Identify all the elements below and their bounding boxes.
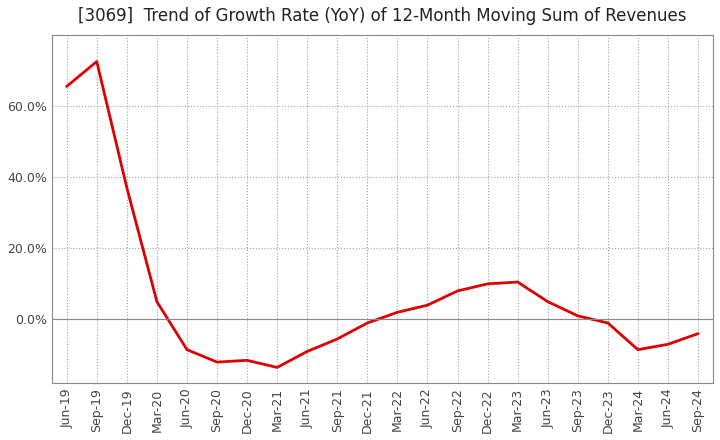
Title: [3069]  Trend of Growth Rate (YoY) of 12-Month Moving Sum of Revenues: [3069] Trend of Growth Rate (YoY) of 12-… bbox=[78, 7, 687, 25]
